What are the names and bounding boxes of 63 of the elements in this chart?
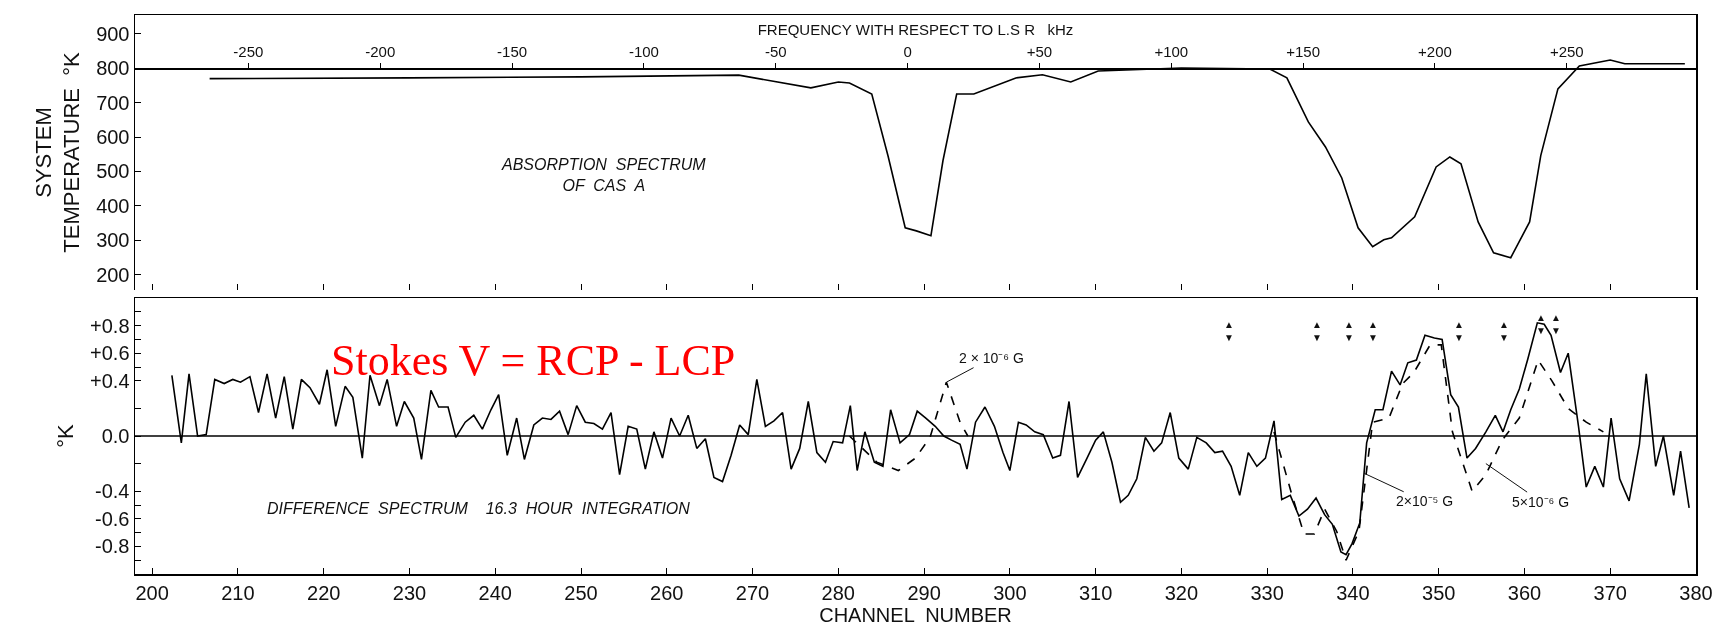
y-tick-label: +0.6: [90, 342, 130, 365]
annotation: ABSORPTION SPECTRUM OF CAS A: [501, 156, 707, 194]
annotation: ▲ ▼: [1551, 312, 1561, 336]
annotation: ▲ ▼: [1312, 319, 1322, 343]
annotation: Stokes V = RCP - LCP: [331, 336, 736, 385]
x-tick-label: 230: [392, 581, 427, 604]
annotation: ▲ ▼: [1454, 319, 1464, 343]
x-axis-title: CHANNEL NUMBER: [819, 603, 1012, 626]
annotation: ▲ ▼: [1536, 312, 1546, 336]
x-tick-label: 240: [478, 581, 512, 604]
x2-axis-title: FREQUENCY WITH RESPECT TO L.S R kHz: [757, 21, 1074, 39]
x-tick-label: 320: [1164, 581, 1199, 604]
annotation: 2 × 10⁻⁶ G: [959, 350, 1024, 366]
x2-tick-label: -50: [764, 43, 787, 61]
y-tick-label: 700: [96, 91, 130, 114]
y-tick-label: 500: [96, 160, 130, 183]
x-tick-label: 360: [1507, 581, 1542, 604]
y-tick-label: 0.0: [101, 425, 130, 447]
x-tick-label: 330: [1250, 581, 1284, 604]
x-tick-label: 280: [821, 581, 855, 604]
x-tick-label: 290: [907, 581, 941, 604]
y-tick-label: +0.4: [90, 369, 130, 392]
annotation: ▲ ▼: [1344, 319, 1354, 343]
x2-tick-label: +200: [1418, 43, 1452, 61]
y-tick-label: -0.6: [95, 507, 130, 530]
x-tick-label: 380: [1679, 581, 1713, 604]
x2-tick-label: -250: [233, 43, 264, 61]
y-tick-label: -0.4: [95, 480, 130, 503]
x2-tick-label: +250: [1549, 43, 1584, 61]
x-tick-label: 270: [735, 581, 770, 604]
x2-tick-label: -200: [365, 43, 396, 61]
annotation: ▲ ▼: [1224, 319, 1234, 343]
x-tick-label: 370: [1593, 581, 1627, 604]
x2-tick-label: +150: [1286, 43, 1321, 61]
x-tick-label: 220: [307, 581, 341, 604]
y-tick-label: 900: [96, 22, 130, 45]
annotation: 2×10⁻⁵ G: [1396, 493, 1454, 509]
y-tick-label: 300: [96, 229, 130, 252]
x-tick-label: 300: [993, 581, 1027, 604]
x-tick-label: 210: [221, 581, 255, 604]
annotation: ▲ ▼: [1499, 319, 1509, 343]
x-tick-label: 340: [1336, 581, 1370, 604]
x2-tick-label: -100: [628, 43, 659, 61]
y-tick-label: +0.8: [90, 314, 130, 337]
x-tick-label: 250: [564, 581, 598, 604]
y-axis-title: °K: [53, 423, 79, 448]
annotation: 5×10⁻⁶ G: [1512, 494, 1570, 510]
x2-tick-label: +100: [1154, 43, 1189, 61]
y-axis-title: SYSTEM TEMPERATURE °K: [30, 52, 85, 253]
y-tick-label: 200: [96, 263, 130, 286]
x2-tick-label: 0: [903, 43, 912, 61]
y-tick-label: 800: [96, 57, 130, 80]
x-tick-label: 350: [1422, 581, 1456, 604]
y-tick-label: 600: [96, 126, 130, 149]
x-tick-label: 260: [650, 581, 684, 604]
x2-tick-label: +50: [1026, 43, 1053, 61]
x-tick-label: 310: [1078, 581, 1113, 604]
annotation: DIFFERENCE SPECTRUM 16.3 HOUR INTEGRATION: [267, 500, 691, 517]
annotation: ▲ ▼: [1368, 319, 1378, 343]
y-tick-label: 400: [96, 194, 130, 217]
x2-tick-label: -150: [497, 43, 528, 61]
y-tick-label: -0.8: [95, 535, 130, 558]
x-tick-label: 200: [135, 581, 169, 604]
